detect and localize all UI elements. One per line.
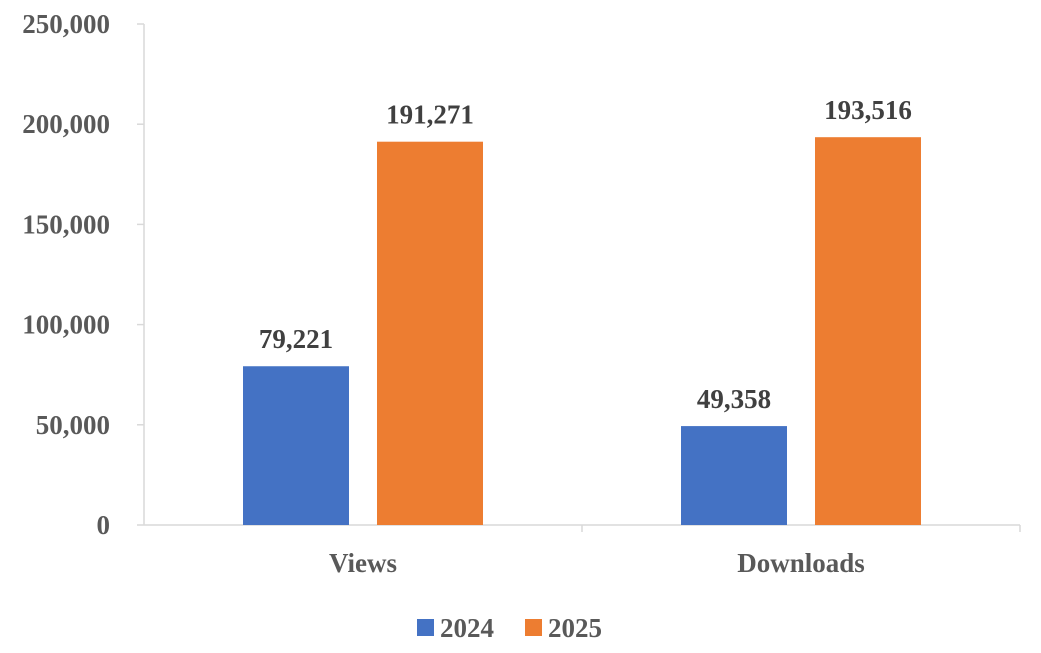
legend-label-2025: 2025 <box>548 613 602 643</box>
bar-2025-views <box>377 141 483 525</box>
legend: 2024 2025 <box>417 613 602 643</box>
y-tick-label: 0 <box>97 510 111 540</box>
data-label: 191,271 <box>386 100 474 130</box>
y-tick-label: 200,000 <box>22 109 110 139</box>
bar-2025-downloads <box>815 137 921 525</box>
data-label: 79,221 <box>259 324 333 354</box>
y-tick-label: 100,000 <box>22 310 110 340</box>
legend-swatch-2024 <box>417 619 434 636</box>
y-tick-label: 50,000 <box>36 410 110 440</box>
legend-swatch-2025 <box>525 619 542 636</box>
legend-label-2024: 2024 <box>440 613 494 643</box>
x-axis-ticks <box>581 525 1021 532</box>
x-tick-label-downloads: Downloads <box>737 548 865 578</box>
y-tick-label: 150,000 <box>22 209 110 239</box>
bar-2024-downloads <box>681 426 787 525</box>
data-label: 193,516 <box>824 95 912 125</box>
x-axis: Views Downloads <box>329 548 865 578</box>
bars <box>243 137 921 525</box>
bar-2024-views <box>243 366 349 525</box>
y-tick-label: 250,000 <box>22 9 110 39</box>
data-label: 49,358 <box>697 384 771 414</box>
data-labels: 79,221 191,271 49,358 193,516 <box>259 95 912 414</box>
x-tick-label-views: Views <box>329 548 397 578</box>
y-axis: 0 50,000 100,000 150,000 200,000 250,000 <box>22 9 144 540</box>
